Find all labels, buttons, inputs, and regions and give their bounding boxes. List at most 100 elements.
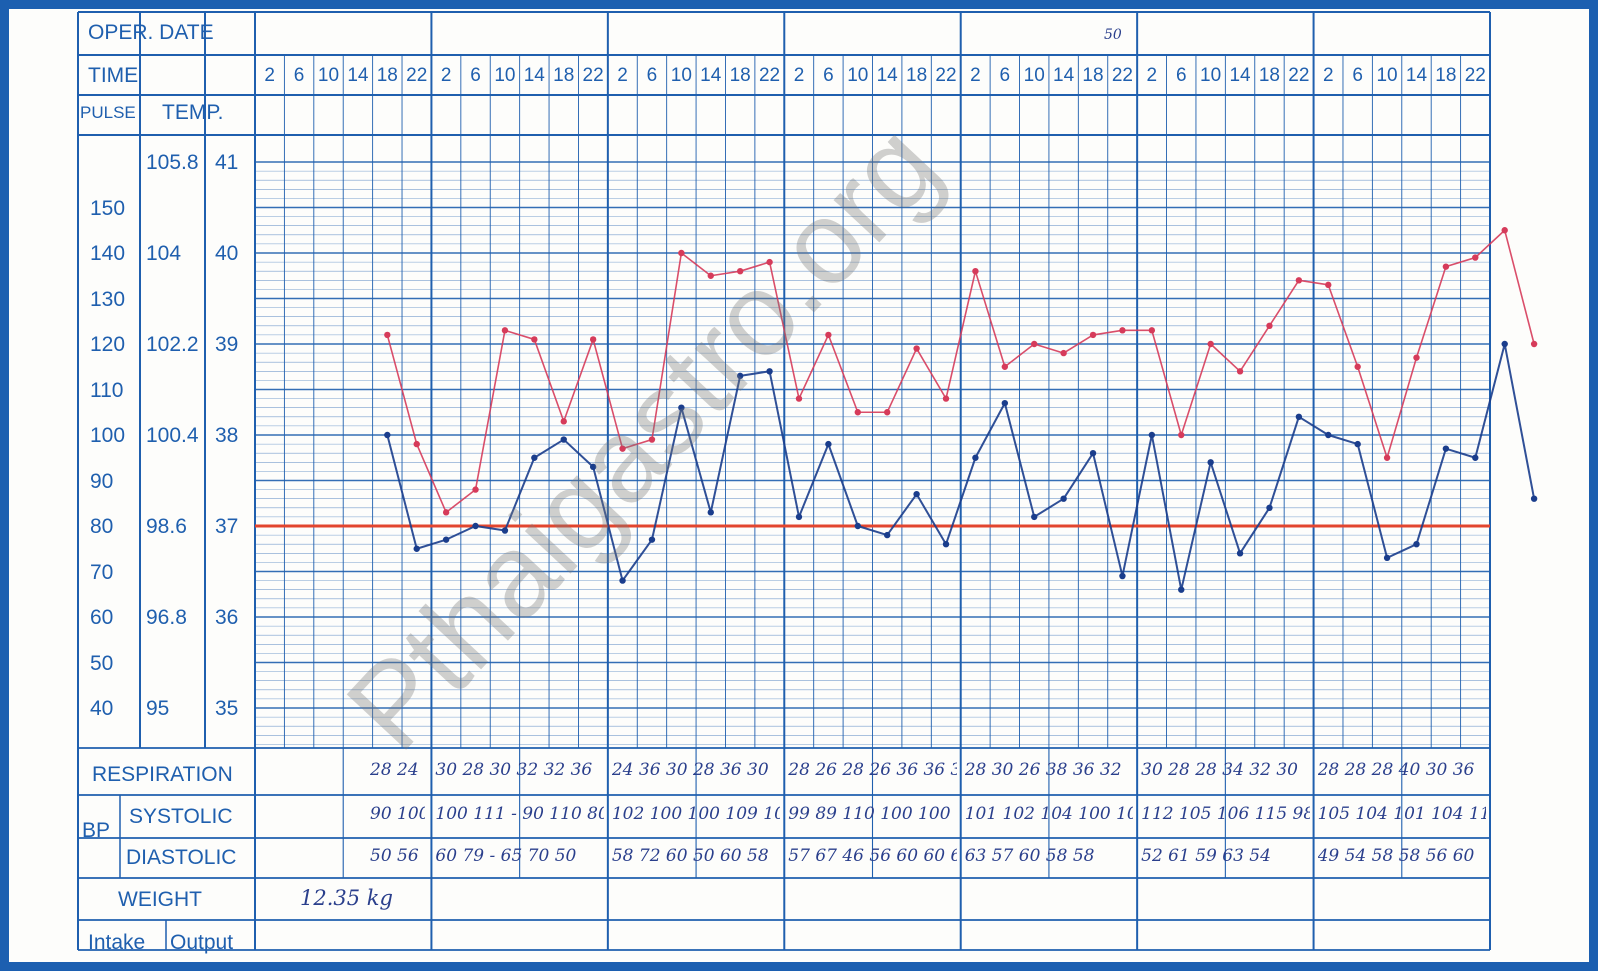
time-tick-label: 2	[1146, 65, 1158, 86]
time-tick-label: 18	[1082, 65, 1104, 86]
temp-c-tick-label: 39	[215, 333, 239, 356]
data-point	[619, 577, 626, 584]
temp-c-tick-label: 38	[215, 424, 239, 447]
data-point	[1119, 572, 1126, 580]
time-tick-label: 18	[729, 65, 751, 86]
pulse-tick-label: 130	[90, 287, 126, 311]
time-tick-label: 6	[470, 65, 481, 86]
pulse-tick-label: 150	[90, 196, 126, 220]
data-point	[1178, 586, 1185, 593]
respiration-entry: 30 28 28 34 32 30	[1141, 762, 1298, 779]
intake-label: Intake	[88, 931, 146, 954]
data-point	[1530, 495, 1538, 502]
pulse-tick-label: 80	[90, 515, 114, 538]
time-tick-label: 22	[582, 65, 604, 86]
data-point	[1001, 399, 1009, 407]
data-point	[1383, 454, 1391, 461]
data-point	[707, 272, 714, 279]
series-line-1	[386, 343, 1536, 591]
time-tick-label: 6	[823, 65, 834, 86]
data-point	[1089, 331, 1097, 339]
temp-f-tick-label: 104	[146, 242, 182, 265]
data-point	[501, 527, 509, 534]
data-point	[766, 258, 773, 266]
respiration-entry: 28 26 28 26 36 36 32	[788, 762, 957, 779]
time-tick-label: 6	[999, 65, 1011, 86]
temp-c-tick-label: 37	[215, 515, 239, 538]
systolic-entry: 90 100	[370, 806, 426, 823]
time-tick-label: 2	[264, 65, 275, 86]
data-point	[1413, 354, 1420, 361]
data-point	[1119, 327, 1126, 334]
data-point	[1236, 368, 1244, 375]
pulse-tick-label: 70	[90, 560, 114, 584]
time-tick-label: 10	[1376, 65, 1398, 86]
time-tick-label: 14	[1405, 65, 1428, 86]
data-point	[795, 513, 803, 521]
time-tick-label: 18	[1435, 65, 1457, 86]
diastolic-label: DIASTOLIC	[126, 846, 237, 869]
temp-c-tick-label: 36	[215, 606, 239, 629]
data-point	[884, 531, 891, 539]
data-point	[972, 268, 979, 275]
time-tick-label: 14	[1053, 65, 1075, 86]
data-point	[1383, 554, 1391, 562]
data-point	[972, 454, 979, 461]
data-point	[1266, 322, 1273, 329]
temp-label: TEMP.	[162, 101, 224, 124]
data-point	[1325, 281, 1332, 289]
time-tick-label: 2	[440, 65, 452, 86]
data-point	[736, 268, 744, 275]
pulse-tick-label: 50	[90, 651, 114, 675]
data-point	[648, 536, 656, 543]
data-point	[1501, 340, 1508, 348]
data-point	[413, 440, 420, 448]
data-point	[1413, 541, 1420, 548]
data-point	[854, 409, 861, 416]
time-tick-label: 14	[876, 65, 898, 86]
data-point	[678, 404, 685, 411]
data-point	[1266, 504, 1273, 511]
time-tick-label: 22	[1288, 65, 1310, 86]
data-point	[1354, 363, 1361, 370]
pulse-tick-label: 90	[90, 469, 114, 493]
data-point	[1031, 513, 1038, 521]
temp-f-tick-label: 105.8	[146, 151, 199, 174]
temp-c-tick-label: 35	[215, 697, 239, 720]
respiration-entry: 28 28 28 40 30 36	[1317, 762, 1475, 779]
output-label: Output	[170, 931, 234, 954]
data-point	[501, 327, 509, 334]
data-point	[1060, 495, 1067, 502]
time-tick-label: 10	[847, 65, 869, 86]
pulse-tick-label: 120	[90, 333, 126, 356]
data-point	[1001, 363, 1009, 370]
data-point	[560, 436, 567, 443]
time-tick-label: 6	[1352, 65, 1363, 86]
data-point	[913, 345, 920, 352]
time-tick-label: 22	[758, 65, 781, 86]
data-point	[413, 545, 420, 552]
temp-c-tick-label: 41	[215, 151, 239, 174]
data-point	[825, 440, 832, 448]
pulse-tick-label: 100	[90, 424, 126, 447]
diastolic-entry: 52 61 59 63 54	[1141, 848, 1271, 865]
data-point	[384, 431, 391, 439]
systolic-entry: 102 100 100 109 108 110	[611, 806, 780, 823]
temp-f-tick-label: 95	[146, 697, 170, 720]
data-point	[472, 522, 479, 530]
data-point	[589, 463, 597, 471]
data-point	[942, 541, 950, 548]
data-point	[1472, 454, 1479, 461]
data-point	[736, 372, 744, 380]
data-point	[1207, 340, 1214, 348]
data-point	[854, 522, 861, 530]
time-tick-label: 2	[1322, 65, 1334, 86]
series-line-0	[386, 229, 1535, 514]
data-point	[1178, 431, 1185, 439]
data-point	[1325, 431, 1332, 439]
systolic-entry: 100 111 - 90 110 80	[435, 806, 604, 823]
time-tick-label: 10	[670, 65, 692, 86]
time-label: TIME	[88, 64, 139, 87]
